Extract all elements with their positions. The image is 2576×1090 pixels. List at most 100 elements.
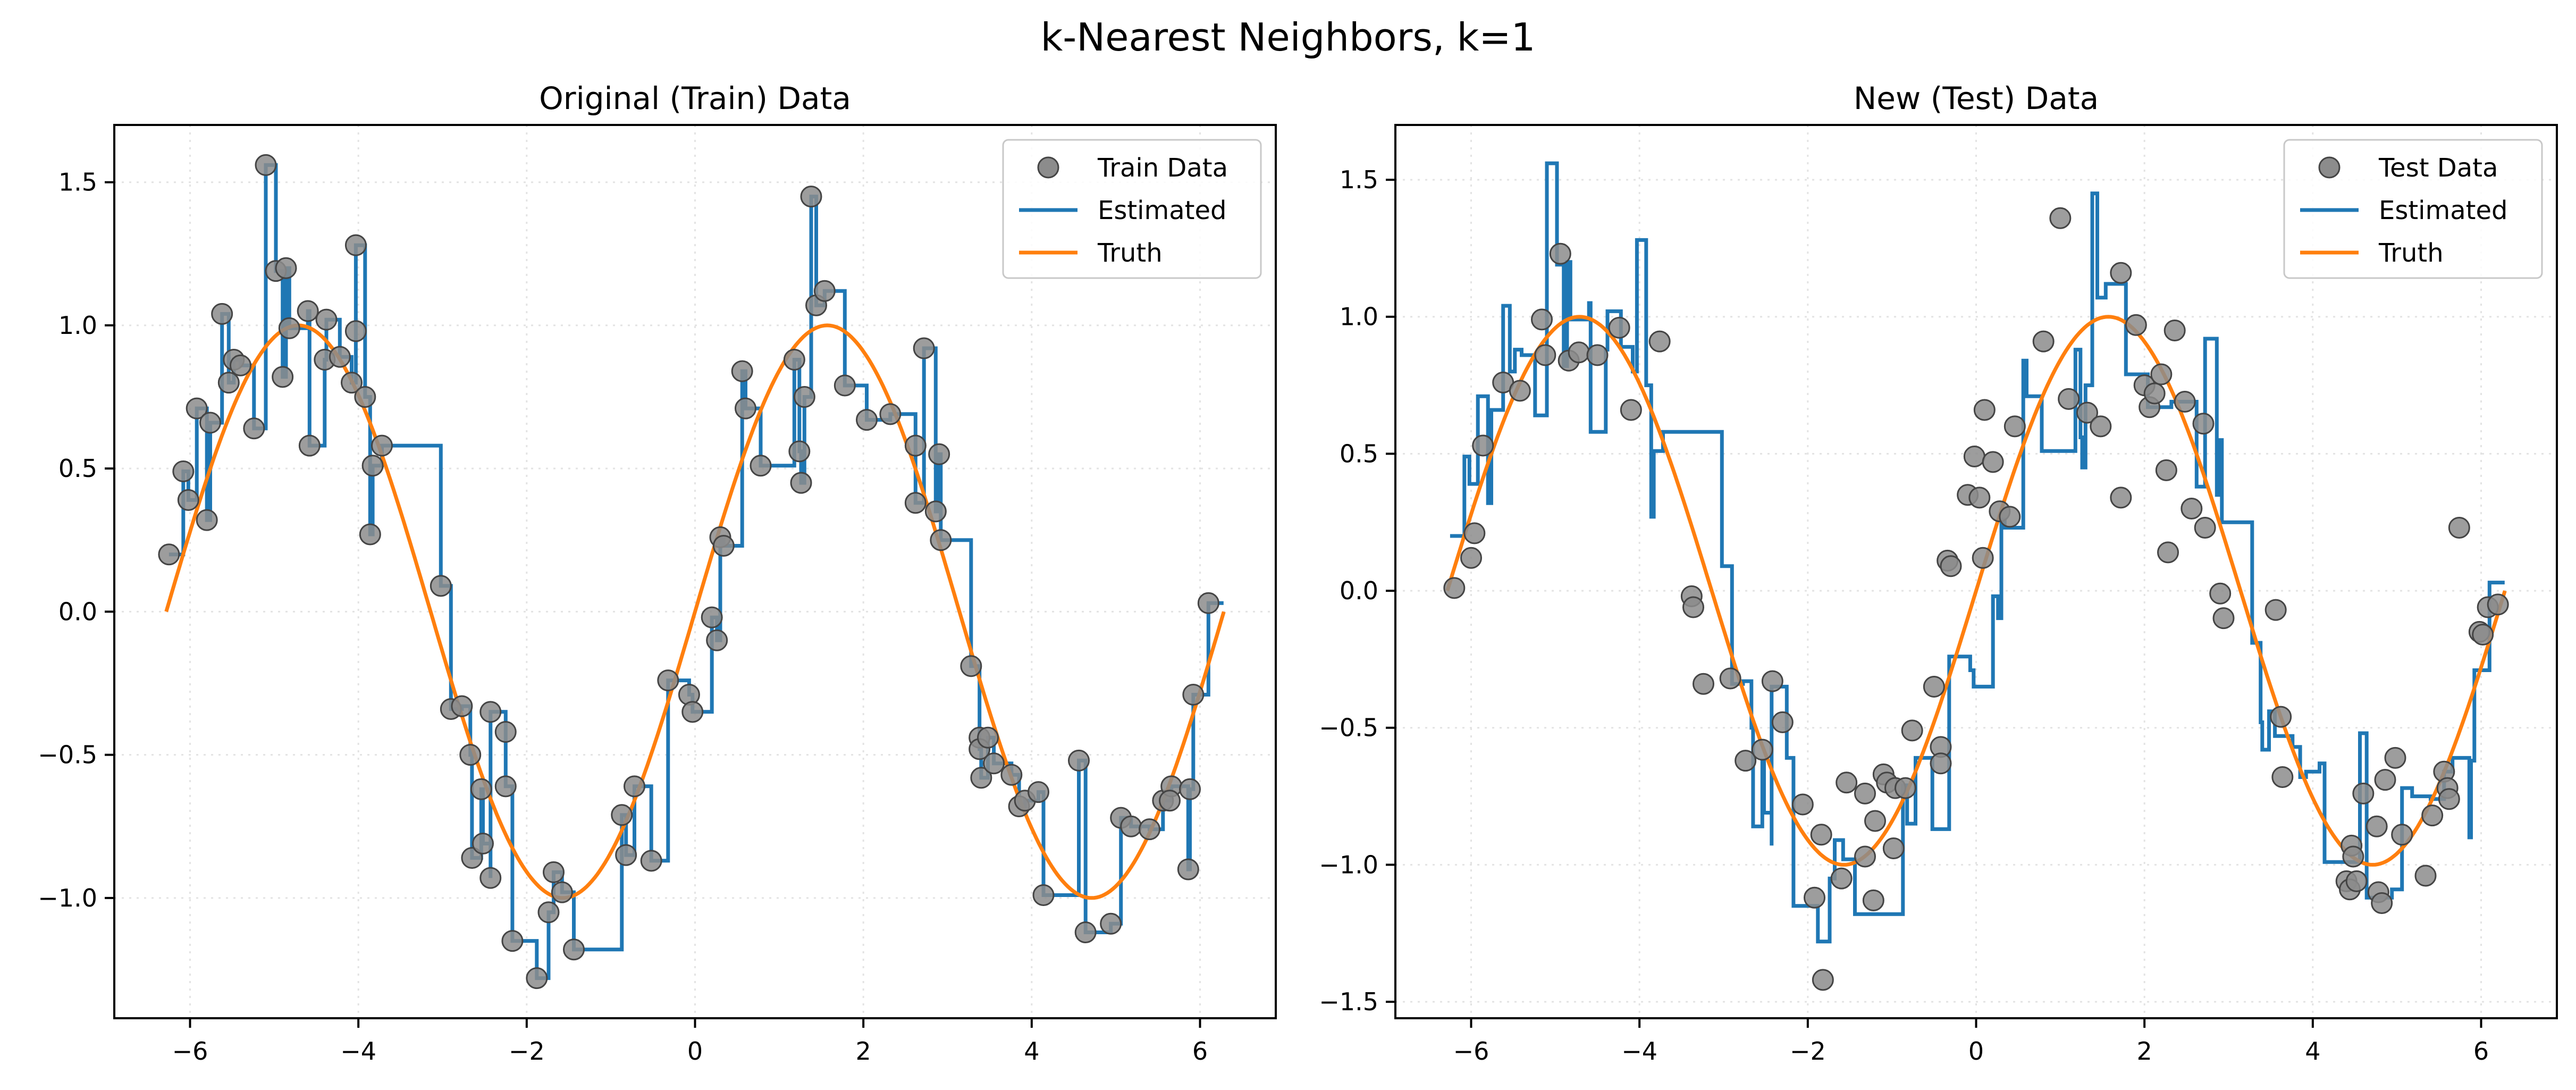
y-tick-label: 1.0 xyxy=(1340,303,1378,331)
data-point xyxy=(1120,815,1142,837)
data-point xyxy=(494,775,517,798)
data-point xyxy=(2374,769,2396,791)
data-point xyxy=(1771,711,1794,733)
data-point xyxy=(2143,382,2166,405)
data-point xyxy=(790,472,812,494)
data-point xyxy=(2192,413,2215,435)
data-point xyxy=(2414,865,2437,887)
data-point xyxy=(1177,858,1199,881)
data-point xyxy=(278,317,300,339)
data-point xyxy=(1608,316,1630,339)
data-point xyxy=(1812,969,1834,991)
y-tick-label: 0.5 xyxy=(58,454,97,483)
data-point xyxy=(177,489,199,511)
data-point xyxy=(2110,487,2132,509)
plot-area xyxy=(158,154,1226,990)
data-point xyxy=(1693,673,1714,695)
data-point xyxy=(1804,886,1825,909)
data-point xyxy=(2181,497,2203,519)
data-point xyxy=(1791,793,1814,816)
data-point xyxy=(1182,684,1205,706)
legend-marker-points xyxy=(2318,156,2341,179)
data-point xyxy=(1068,749,1090,772)
data-point xyxy=(834,374,856,397)
data-point xyxy=(1000,764,1023,786)
data-point xyxy=(813,280,836,302)
data-point xyxy=(1463,522,1486,544)
y-tick-label: 0.0 xyxy=(58,597,97,626)
data-point xyxy=(712,535,735,557)
x-tick-label: −2 xyxy=(1790,1037,1826,1066)
data-point xyxy=(341,372,363,394)
data-point xyxy=(788,440,811,463)
legend-entry-label: Estimated xyxy=(2379,196,2507,225)
data-point xyxy=(970,767,992,789)
data-point xyxy=(2076,401,2098,424)
data-point xyxy=(526,967,548,990)
data-point xyxy=(1549,242,1571,265)
legend-entry-label: Truth xyxy=(1097,238,1163,268)
data-point xyxy=(451,695,473,717)
panel-title: Original (Train) Data xyxy=(539,80,851,116)
legend: Test Data Estimated Truth xyxy=(2283,139,2543,279)
data-point xyxy=(1810,824,1832,846)
x-tick-label: −6 xyxy=(172,1037,208,1066)
y-tick-label: 0.5 xyxy=(1340,439,1378,468)
data-point xyxy=(344,320,367,342)
data-point xyxy=(255,154,277,176)
data-point xyxy=(361,455,384,477)
x-tick-label: 0 xyxy=(687,1037,703,1066)
data-point xyxy=(731,360,753,382)
x-tick-label: 2 xyxy=(2137,1037,2152,1066)
data-point xyxy=(298,434,321,457)
data-point xyxy=(2209,582,2232,605)
data-point xyxy=(1923,675,1945,698)
data-point xyxy=(272,366,294,388)
data-point xyxy=(2270,706,2292,728)
data-point xyxy=(354,386,376,408)
data-point xyxy=(1901,719,1923,742)
x-tick-label: 4 xyxy=(2305,1037,2320,1066)
data-point xyxy=(1028,781,1049,803)
data-point xyxy=(1197,592,1219,614)
data-point xyxy=(494,721,517,743)
data-point xyxy=(2365,815,2388,837)
data-point xyxy=(793,386,815,408)
data-point xyxy=(2003,415,2026,438)
data-point xyxy=(2163,320,2186,342)
data-point xyxy=(2049,207,2072,229)
data-point xyxy=(2090,415,2112,438)
data-point xyxy=(501,930,524,952)
data-point xyxy=(1139,818,1160,841)
data-point xyxy=(904,492,927,514)
data-point xyxy=(706,629,728,651)
data-point xyxy=(1648,330,1671,353)
data-point xyxy=(2157,541,2179,564)
data-point xyxy=(211,303,233,325)
data-point xyxy=(1074,921,1097,943)
data-point xyxy=(2342,845,2364,868)
x-tick-label: −2 xyxy=(509,1037,545,1066)
data-point xyxy=(551,881,573,903)
data-point xyxy=(2384,747,2406,769)
data-point xyxy=(2271,766,2294,789)
y-tick-label: 1.5 xyxy=(1340,165,1378,194)
data-point xyxy=(657,669,679,692)
data-point xyxy=(930,529,952,551)
y-tick-label: −1.0 xyxy=(1319,850,1378,879)
data-point xyxy=(611,804,633,826)
data-point xyxy=(1836,772,1858,794)
data-point xyxy=(344,234,367,256)
data-point xyxy=(928,443,950,465)
legend-entry-label: Test Data xyxy=(2378,153,2498,183)
data-point xyxy=(359,523,381,546)
data-point xyxy=(315,308,338,331)
data-point xyxy=(1999,506,2021,528)
data-point xyxy=(2421,804,2444,827)
data-point xyxy=(1735,750,1757,772)
x-tick-label: −6 xyxy=(1453,1037,1489,1066)
x-tick-label: 6 xyxy=(2473,1037,2489,1066)
data-point xyxy=(783,349,805,371)
data-point xyxy=(1472,434,1494,457)
data-point xyxy=(2155,459,2177,481)
